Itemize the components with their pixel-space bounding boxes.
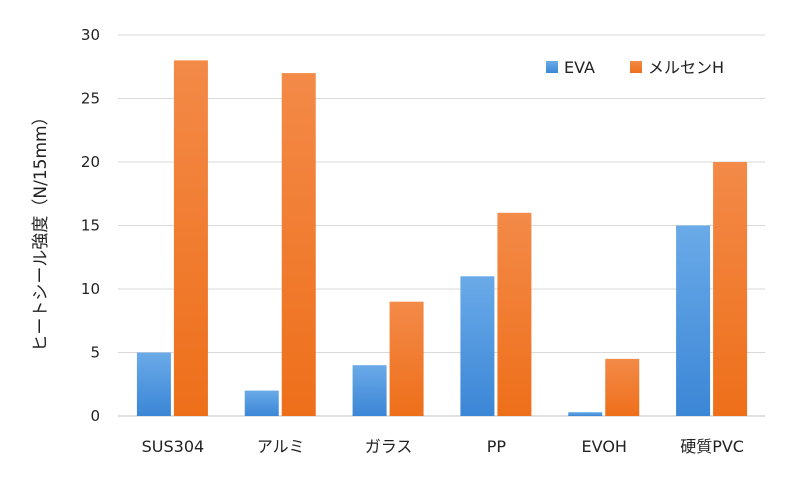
- bars: [136, 60, 748, 417]
- bar-mercene-h: [281, 73, 316, 416]
- bar-eva: [352, 365, 387, 416]
- y-tick-label: 15: [81, 217, 100, 235]
- y-tick-label: 0: [90, 407, 100, 425]
- bar-mercene-h: [497, 212, 532, 416]
- legend-swatch-eva: [546, 61, 558, 73]
- y-axis-label: ヒートシール強度（N/15mm）: [31, 108, 51, 351]
- bar-eva: [568, 412, 603, 416]
- x-category-label: ガラス: [365, 437, 413, 456]
- legend-label-mercene-h: メルセンH: [648, 58, 724, 77]
- x-category-label: 硬質PVC: [680, 437, 744, 456]
- x-axis-categories: SUS304 アルミ ガラス PP EVOH 硬質PVC: [142, 437, 744, 456]
- x-category-label: EVOH: [582, 437, 627, 456]
- bar-eva: [136, 352, 171, 416]
- bar-eva: [460, 276, 495, 416]
- legend: EVA メルセンH: [546, 58, 724, 77]
- bar-mercene-h: [713, 162, 748, 416]
- y-tick-label: 20: [81, 153, 100, 171]
- bar-mercene-h: [173, 60, 208, 417]
- bar-eva: [244, 390, 279, 416]
- bar-mercene-h: [389, 301, 424, 416]
- y-tick-label: 25: [81, 90, 100, 108]
- x-category-label: SUS304: [142, 437, 205, 456]
- y-tick-label: 5: [90, 344, 100, 362]
- y-tick-label: 30: [81, 26, 100, 44]
- y-tick-label: 10: [81, 280, 100, 298]
- x-category-label: PP: [487, 437, 507, 456]
- x-category-label: アルミ: [257, 437, 305, 456]
- bar-eva: [676, 225, 711, 416]
- legend-label-eva: EVA: [564, 58, 595, 77]
- y-axis-ticks: 0 5 10 15 20 25 30: [81, 26, 100, 425]
- gridlines: [118, 34, 765, 417]
- legend-swatch-mercene-h: [630, 61, 642, 73]
- bar-mercene-h: [605, 358, 640, 416]
